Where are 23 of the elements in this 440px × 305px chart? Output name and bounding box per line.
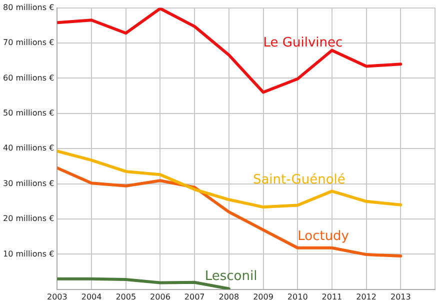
x-tick-label: 2007 <box>184 292 205 302</box>
series-label: Saint-Guénolé <box>252 172 346 188</box>
y-tick-label: 60 millions € <box>3 73 54 82</box>
y-tick-label: 20 millions € <box>3 214 54 224</box>
y-tick-label: 70 millions € <box>3 38 54 48</box>
x-tick-label: 2009 <box>253 292 274 302</box>
x-tick-label: 2011 <box>322 292 342 302</box>
x-tick-label: 2004 <box>81 292 102 302</box>
y-tick-label: 40 millions € <box>3 144 54 153</box>
x-tick-label: 2005 <box>116 292 136 302</box>
x-tick-label: 2008 <box>218 292 240 302</box>
y-tick-label: 10 millions € <box>3 249 54 258</box>
x-tick-label: 2006 <box>150 292 170 302</box>
x-tick-label: 2003 <box>46 292 68 302</box>
series-label: Loctudy <box>298 228 350 244</box>
y-tick-label: 30 millions € <box>3 178 54 188</box>
x-tick-label: 2013 <box>390 292 411 302</box>
y-tick-label: 50 millions € <box>3 108 54 118</box>
series-label: Le Guilvinec <box>263 35 343 50</box>
x-tick-label: 2012 <box>356 292 376 302</box>
series-label: Lesconil <box>204 269 258 284</box>
x-tick-label: 2010 <box>287 292 308 302</box>
y-tick-label: 80 millions € <box>3 2 54 12</box>
